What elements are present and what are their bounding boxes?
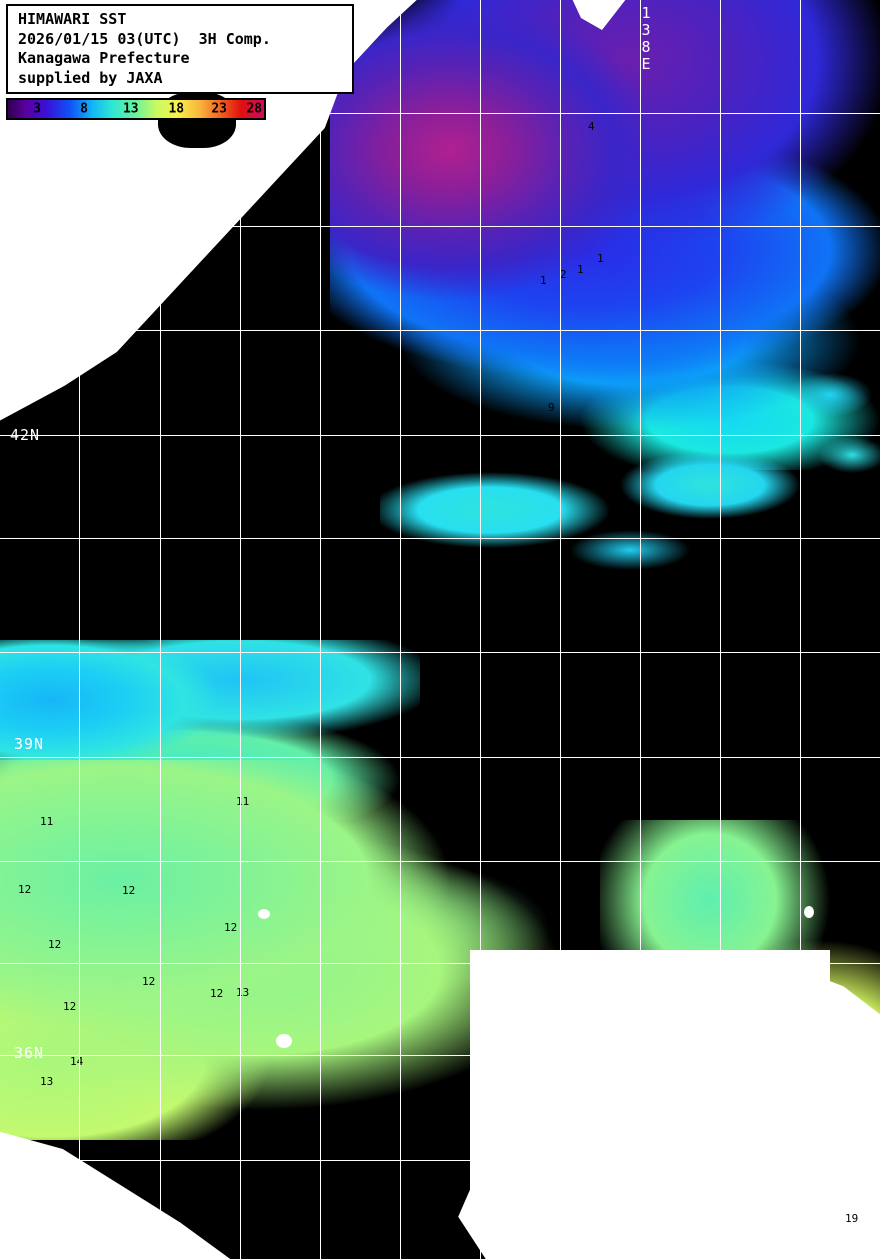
colorbar-tick-label: 13: [122, 101, 139, 117]
colorbar-tick-label: 8: [80, 101, 88, 117]
sst-region-okhotsk: [330, 0, 880, 470]
colorbar-tick-label: 23: [211, 101, 228, 117]
isotherm-contour-label: 1: [540, 274, 547, 287]
isotherm-contour-label: 12: [122, 884, 136, 897]
isotherm-contour-label: 9: [548, 401, 555, 414]
isotherm-contour-label: 1: [577, 263, 584, 276]
land-island: [258, 909, 270, 919]
isotherm-contour-label: 12: [63, 1000, 77, 1013]
title-card: HIMAWARI SST 2026/01/15 03(UTC) 3H Comp.…: [6, 4, 354, 94]
isotherm-contour-label: 19: [845, 1212, 859, 1225]
title-line-provider: Kanagawa Prefecture: [18, 49, 190, 67]
colorbar-gradient: [6, 98, 266, 120]
land-island: [276, 1034, 292, 1048]
isotherm-contour-label: 12: [142, 975, 156, 988]
sst-region-mid-cyan: [380, 440, 800, 600]
colorbar: 3 8 13 18 23 28: [6, 92, 266, 148]
isotherm-contour-label: 2: [420, 374, 427, 387]
isotherm-contour-label: 12: [224, 921, 238, 934]
isotherm-contour-label: 2: [560, 268, 567, 281]
sst-region-east-blobs: [790, 360, 880, 510]
colorbar-tick-label: 28: [246, 101, 263, 117]
land-island: [800, 1165, 826, 1185]
land-island: [770, 1196, 782, 1206]
isotherm-contour-label: 11: [236, 795, 250, 808]
title-line-source: supplied by JAXA: [18, 68, 163, 87]
isotherm-contour-label: 14: [70, 1055, 84, 1068]
isotherm-contour-label: 12: [18, 883, 32, 896]
isotherm-contour-label: 1: [597, 252, 604, 265]
colorbar-tick-label: 3: [33, 101, 42, 117]
colorbar-tick-label: 18: [168, 101, 185, 117]
isotherm-contour-label: 13: [236, 986, 250, 999]
title-line-datetime: 2026/01/15 03(UTC) 3H Comp.: [18, 29, 271, 48]
isotherm-contour-label: 11: [40, 815, 54, 828]
isotherm-contour-label: 12: [210, 987, 224, 1000]
isotherm-contour-label: 4: [588, 120, 595, 133]
land-island: [804, 906, 814, 918]
title-line-product: HIMAWARI SST: [18, 10, 127, 28]
land-island: [556, 1035, 566, 1043]
isotherm-contour-label: 2: [420, 452, 427, 465]
isotherm-contour-label: 13: [40, 1075, 54, 1088]
isotherm-contour-label: 12: [48, 938, 62, 951]
